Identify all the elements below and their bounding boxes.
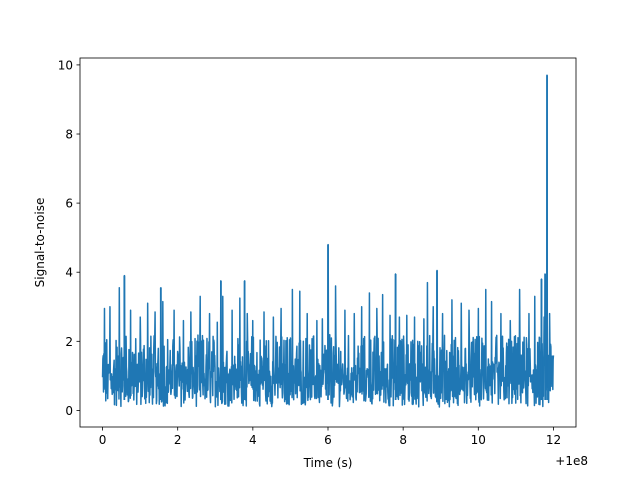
x-tick-label: 4 bbox=[249, 433, 257, 447]
y-axis-label: Signal-to-noise bbox=[33, 198, 47, 288]
y-tick-label: 8 bbox=[65, 128, 73, 142]
x-tick-label: 8 bbox=[399, 433, 407, 447]
x-tick-label: 0 bbox=[99, 433, 107, 447]
x-axis-ticks: 0 2 4 6 8 10 12 bbox=[99, 427, 561, 447]
y-axis-ticks: 0 2 4 6 8 10 bbox=[58, 58, 80, 418]
x-axis-offset-label: +1e8 bbox=[555, 454, 588, 468]
y-tick-label: 4 bbox=[65, 266, 73, 280]
x-tick-label: 12 bbox=[546, 433, 561, 447]
y-tick-label: 2 bbox=[65, 335, 73, 349]
plot-area bbox=[101, 74, 555, 408]
y-tick-label: 0 bbox=[65, 404, 73, 418]
x-axis-label: Time (s) bbox=[303, 456, 353, 470]
x-tick-label: 2 bbox=[174, 433, 182, 447]
x-tick-label: 6 bbox=[324, 433, 332, 447]
y-tick-label: 10 bbox=[58, 58, 73, 72]
y-tick-label: 6 bbox=[65, 197, 73, 211]
x-tick-label: 10 bbox=[471, 433, 486, 447]
